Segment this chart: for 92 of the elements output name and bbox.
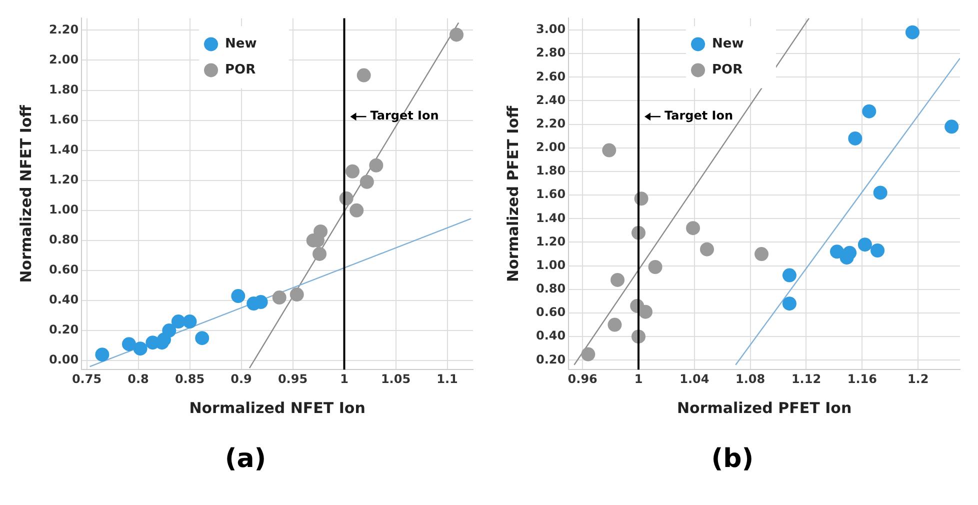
x-axis-title: Normalized PFET Ion: [676, 398, 852, 417]
point: [610, 272, 625, 287]
ref-line-label: Target Ion: [664, 108, 734, 123]
y-tick-label: 0.40: [536, 328, 566, 343]
x-tick-label: 0.9: [230, 372, 252, 386]
y-tick-label: 1.00: [536, 258, 566, 272]
point: [350, 203, 364, 218]
point: [638, 304, 652, 319]
y-tick-label: 1.40: [49, 142, 79, 156]
x-tick-label: 0.96: [568, 372, 598, 386]
x-tick-label: 1.2: [907, 372, 929, 386]
y-tick-label: 0.60: [49, 262, 79, 277]
x-tick-label: 1.04: [680, 372, 710, 386]
y-tick-label: 2.20: [49, 22, 79, 36]
y-tick-label: 1.00: [49, 202, 79, 217]
x-tick-label: 1.05: [380, 372, 411, 386]
y-tick-label: 1.80: [49, 82, 79, 96]
point: [905, 25, 920, 40]
point: [700, 242, 714, 256]
point: [272, 290, 286, 305]
y-tick-label: 2.60: [536, 69, 566, 84]
point: [848, 131, 862, 146]
point: [195, 331, 210, 346]
y-tick-label: 1.40: [536, 210, 566, 225]
legend-label: POR: [712, 62, 743, 78]
point: [754, 247, 769, 262]
text: (b): [711, 444, 754, 474]
x-tick-label: 1: [634, 372, 643, 386]
x-tick-label: 0.85: [174, 372, 205, 386]
y-axis-title: Normalized NFET Ioff: [16, 104, 35, 283]
y-tick-label: 0.40: [49, 292, 79, 307]
point: [782, 268, 796, 282]
point: [944, 120, 959, 134]
legend-label: New: [712, 36, 744, 52]
point: [369, 158, 384, 172]
point: [162, 324, 176, 338]
y-tick-label: 0.80: [536, 282, 566, 296]
point: [858, 238, 872, 252]
y-tick-label: 0.80: [49, 232, 79, 247]
x-tick-label: 0.75: [72, 372, 102, 386]
y-axis-title: Normalized PFET Ioff: [504, 104, 522, 282]
y-tick-label: 0.20: [49, 322, 79, 337]
point: [290, 288, 304, 302]
x-tick-label: 1: [340, 372, 348, 386]
point: [231, 289, 246, 304]
y-tick-label: 0.60: [536, 305, 566, 320]
point: [581, 347, 596, 362]
legend-label: New: [225, 36, 257, 52]
y-tick-label: 1.60: [49, 112, 79, 126]
point: [122, 337, 136, 352]
y-tick-label: 1.60: [536, 187, 566, 202]
point: [608, 318, 622, 332]
y-tick-label: 1.20: [49, 172, 79, 187]
x-tick-label: 0.95: [278, 372, 308, 386]
point: [870, 244, 885, 258]
y-tick-label: 2.00: [49, 52, 79, 66]
point: [182, 314, 197, 329]
legend-label: POR: [225, 62, 256, 78]
point: [314, 224, 328, 238]
x-tick-label: 0.8: [128, 372, 149, 386]
y-tick-label: 2.00: [536, 140, 566, 154]
point: [782, 296, 796, 311]
point: [873, 186, 888, 200]
point: [686, 221, 700, 236]
point: [356, 68, 371, 82]
y-tick-label: 2.20: [536, 116, 566, 130]
x-tick-label: 1.12: [791, 372, 822, 386]
y-tick-label: 2.80: [536, 46, 566, 60]
y-tick-label: 1.80: [536, 164, 566, 178]
point: [171, 314, 186, 329]
y-tick-label: 0.20: [536, 352, 566, 366]
y-tick-label: 1.20: [536, 234, 566, 248]
y-tick-label: 0.00: [49, 352, 79, 367]
point: [602, 143, 616, 158]
y-tick-label: 2.40: [536, 92, 566, 107]
point: [842, 246, 857, 260]
point: [133, 342, 148, 356]
x-tick-label: 1.1: [436, 372, 458, 386]
y-tick-label: 3.00: [536, 22, 566, 36]
x-tick-label: 1.16: [847, 372, 877, 386]
point: [648, 260, 662, 274]
x-axis-title: Normalized NFET Ion: [189, 398, 366, 417]
point: [360, 174, 374, 189]
point: [345, 164, 360, 178]
point: [312, 246, 327, 261]
point: [450, 28, 464, 42]
ref-line-label: Target Ion: [370, 108, 439, 123]
point: [830, 244, 844, 259]
point: [95, 348, 110, 362]
x-tick-label: 1.08: [736, 372, 766, 386]
point: [862, 104, 876, 118]
text: (a): [224, 444, 266, 474]
